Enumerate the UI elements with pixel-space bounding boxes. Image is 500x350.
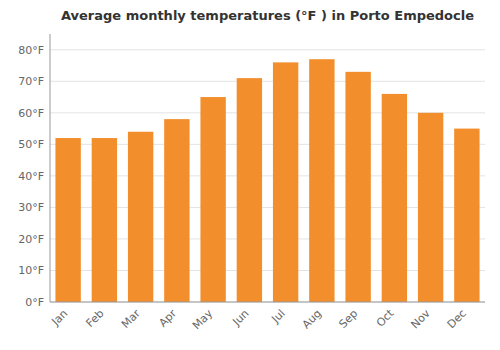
bar	[200, 97, 225, 302]
y-tick-label: 20°F	[18, 233, 44, 246]
y-axis: 0°F 10°F 20°F 30°F 40°F 50°F 60°F 70°F 80°F	[18, 44, 485, 309]
y-tick-label: 30°F	[18, 201, 44, 214]
y-tick-label: 50°F	[18, 138, 44, 151]
x-tick-label: May	[190, 307, 216, 333]
x-tick-label: Nov	[408, 307, 433, 332]
x-tick-label: Feb	[84, 307, 107, 330]
bar	[128, 132, 153, 302]
y-tick-label: 10°F	[18, 264, 44, 277]
chart-container: Average monthly temperatures (°F ) in Po…	[0, 0, 500, 350]
x-axis: Jan Feb Mar Apr May Jun Jul Aug Sep Oct Nov Dec	[48, 306, 469, 332]
grid-line	[50, 302, 485, 303]
x-tick-label: Mar	[119, 307, 143, 331]
y-tick-label: 80°F	[18, 44, 44, 57]
y-axis-line	[50, 34, 51, 302]
x-tick-label: Apr	[156, 307, 179, 330]
y-tick-label: 60°F	[18, 107, 44, 120]
bar	[309, 59, 334, 302]
bar	[92, 138, 117, 302]
bar	[55, 138, 80, 302]
x-tick-label: Dec	[445, 307, 469, 331]
y-tick-label: 70°F	[18, 75, 44, 88]
bars	[55, 59, 479, 302]
bar	[345, 72, 370, 302]
bar	[418, 113, 443, 302]
x-tick-label: Aug	[300, 307, 324, 331]
bar	[454, 129, 479, 302]
bar	[237, 78, 262, 302]
x-tick-label: Oct	[374, 306, 397, 329]
y-tick-label: 40°F	[18, 170, 44, 183]
grid-line	[50, 81, 485, 82]
x-tick-label: Jan	[48, 307, 70, 329]
x-tick-label: Jul	[268, 307, 287, 326]
bar	[382, 94, 407, 302]
chart: Average monthly temperatures (°F ) in Po…	[0, 0, 500, 350]
x-axis-line	[50, 302, 485, 303]
x-tick-label: Jun	[229, 307, 251, 329]
bar	[164, 119, 189, 302]
chart-title: Average monthly temperatures (°F ) in Po…	[61, 8, 474, 23]
x-tick-label: Sep	[336, 307, 360, 331]
bar	[273, 62, 298, 302]
grid-line	[50, 49, 485, 50]
y-tick-label: 0°F	[25, 296, 44, 309]
